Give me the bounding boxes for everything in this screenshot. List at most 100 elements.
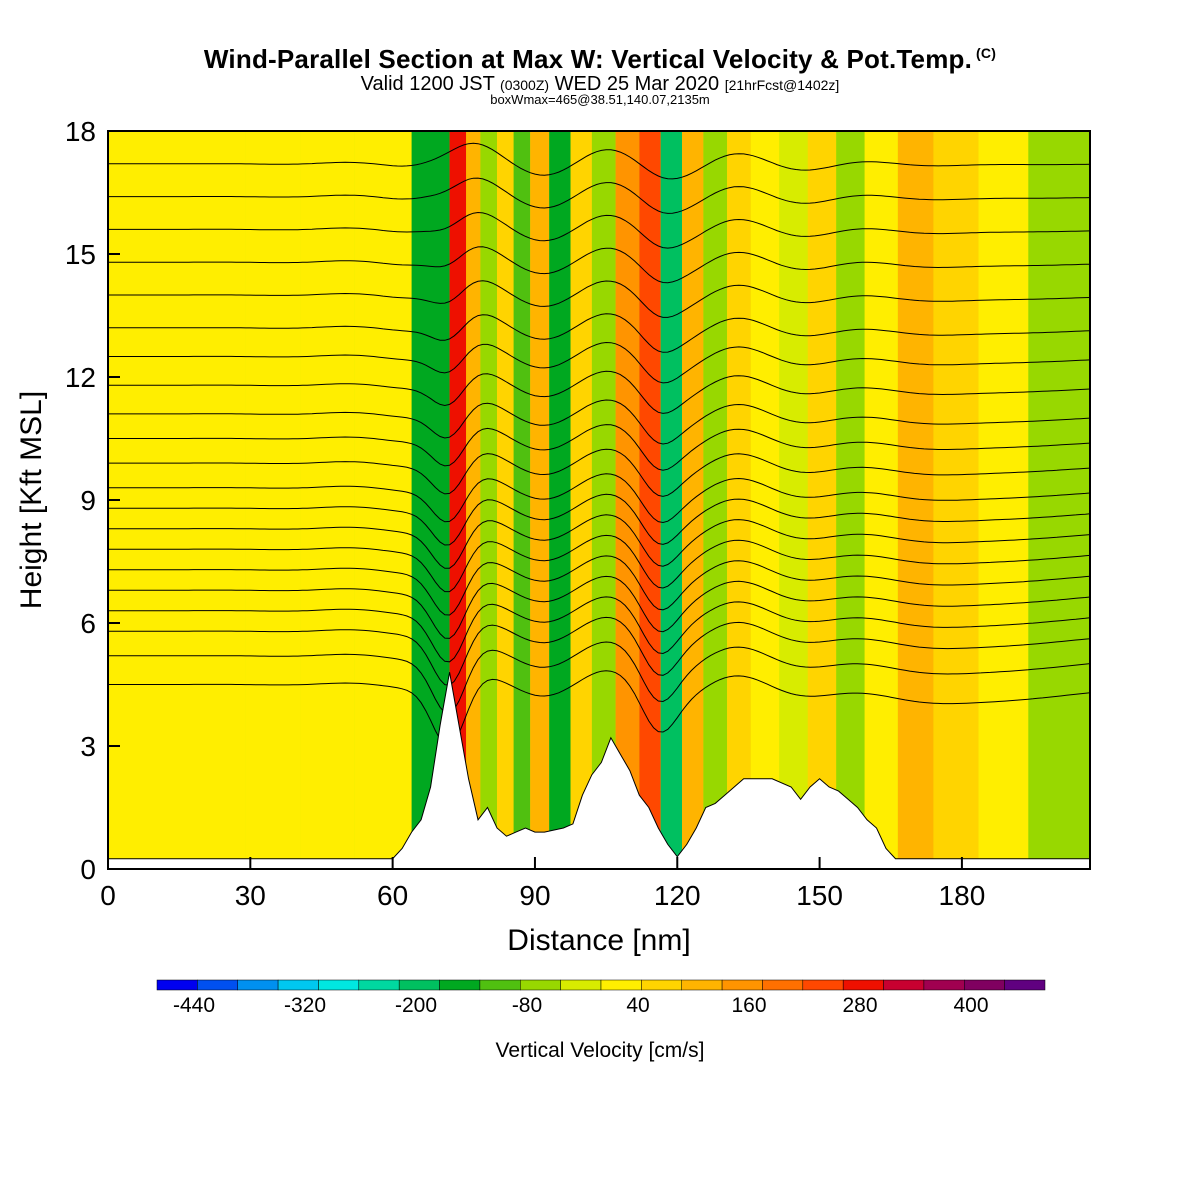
colorbar-swatch (560, 979, 602, 991)
vv-column (978, 131, 1029, 869)
vv-column (530, 131, 550, 869)
x-tick-label: 120 (654, 880, 701, 911)
x-tick-label: 90 (519, 880, 550, 911)
x-axis-title: Distance [nm] (507, 924, 690, 957)
vv-column (750, 131, 780, 869)
isentrope-line (108, 493, 1090, 546)
x-axis: 0 30 60 90 120 150 180 (100, 857, 985, 911)
colorbar-swatch (681, 979, 723, 991)
isentrope-line (108, 246, 1090, 284)
colorbar-label: -440 (173, 994, 215, 1017)
y-axis: 0 3 6 9 12 15 18 (65, 116, 120, 885)
colorbar-swatch (197, 979, 238, 991)
colorbar-swatch (842, 979, 884, 991)
isentrope-line (108, 575, 1090, 639)
y-tick-label: 6 (80, 608, 96, 639)
vv-column (513, 131, 531, 869)
colorbar-swatch (802, 979, 844, 991)
x-tick-label: 180 (939, 880, 986, 911)
colorbar-swatch (883, 979, 925, 991)
colorbar-swatch (358, 979, 400, 991)
colorbar-swatch (156, 979, 198, 991)
isentrope-line (108, 370, 1090, 414)
isentrope-line (108, 473, 1090, 524)
valid-zulu: (0300Z) (500, 77, 550, 93)
colorbar-label: 160 (731, 994, 766, 1017)
vv-column (300, 131, 355, 869)
colorbar-swatch (923, 979, 965, 991)
y-tick-label: 15 (65, 239, 96, 270)
isentrope-line (108, 424, 1090, 471)
y-tick-label: 3 (80, 731, 96, 762)
colorbar-title: Vertical Velocity [cm/s] (496, 1039, 705, 1062)
y-tick-label: 9 (80, 485, 96, 516)
vv-column (727, 131, 751, 869)
x-tick-label: 60 (377, 880, 408, 911)
colorbar-swatch (318, 979, 360, 991)
vv-column (1028, 131, 1090, 869)
colorbar-label: -200 (395, 994, 437, 1017)
colorbar-label: 280 (842, 994, 877, 1017)
isentrope-line (108, 177, 1090, 214)
colorbar-label: 400 (953, 994, 988, 1017)
y-tick-label: 0 (80, 854, 96, 885)
vv-column (807, 131, 837, 869)
isentrope-line (108, 616, 1090, 686)
vv-column (615, 131, 640, 869)
colorbar-swatch (1004, 979, 1046, 991)
x-tick-label: 30 (235, 880, 266, 911)
valid-date: WED 25 Mar 2020 (554, 73, 720, 95)
colorbar-swatch (641, 979, 682, 991)
colorbar (156, 979, 1046, 991)
forecast-info: [21hrFcst@1402z] (724, 77, 840, 93)
x-tick-label: 0 (100, 880, 116, 911)
colorbar-swatch (762, 979, 804, 991)
colorbar-labels: -440 -320 -200 -80 40 160 280 400 (173, 994, 989, 1017)
vv-column (570, 131, 592, 869)
isentrope-line (108, 448, 1090, 497)
colorbar-swatch (721, 979, 763, 991)
colorbar-swatch (600, 979, 642, 991)
colorbar-label: -80 (512, 994, 542, 1017)
isentrope-line (108, 534, 1090, 593)
vv-column (639, 131, 661, 869)
isentrope-line (108, 514, 1090, 569)
colorbar-swatch (520, 979, 561, 991)
isentrope-line (108, 142, 1090, 180)
chart-title: Wind-Parallel Section at Max W: Vertical… (0, 44, 1200, 75)
isentrope-line (108, 555, 1090, 616)
vv-column (354, 131, 412, 869)
box-info: boxWmax=465@38.51,140.07,2135m (490, 92, 710, 107)
colorbar-swatch (439, 979, 481, 991)
vv-column (836, 131, 865, 869)
vv-column (703, 131, 728, 869)
isentrope-line (108, 596, 1090, 663)
isentrope-line (108, 670, 1090, 747)
vv-column (660, 131, 683, 869)
y-tick-label: 12 (65, 362, 96, 393)
isentrope-line (108, 280, 1090, 318)
isentrope-line (108, 641, 1090, 714)
vv-column (779, 131, 808, 869)
y-axis-title: Height [Kft MSL] (15, 391, 48, 609)
valid-time-line: Valid 1200 JST (0300Z) WED 25 Mar 2020 [… (0, 73, 1200, 96)
colorbar-swatch (964, 979, 1005, 991)
vv-column (497, 131, 514, 869)
colorbar-swatch (277, 979, 319, 991)
terrain-mask (107, 672, 1091, 870)
colorbar-label: 40 (626, 994, 649, 1017)
isentrope-line (108, 399, 1090, 445)
copyright-mark: (C) (976, 45, 997, 62)
title-text: Wind-Parallel Section at Max W: Vertical… (203, 44, 973, 74)
y-tick-label: 18 (65, 116, 96, 147)
isentrope-line (108, 313, 1090, 353)
vv-column (466, 131, 481, 869)
colorbar-swatch (398, 979, 440, 991)
colorbar-label: -320 (284, 994, 326, 1017)
valid-prefix: Valid 1200 JST (360, 73, 495, 95)
vv-column (864, 131, 898, 869)
isentrope-line (108, 341, 1090, 384)
vv-column (108, 131, 246, 869)
vv-column (449, 131, 467, 869)
